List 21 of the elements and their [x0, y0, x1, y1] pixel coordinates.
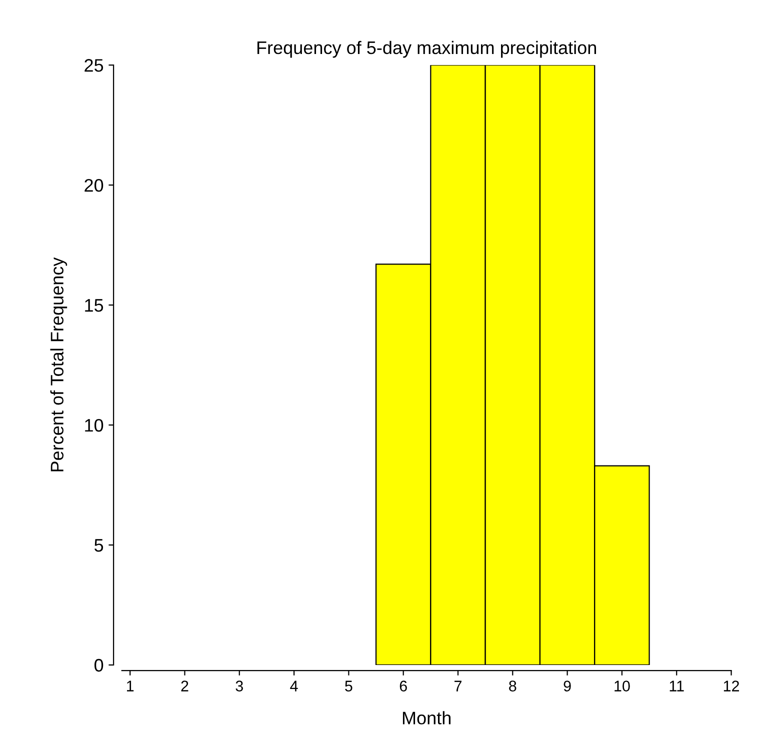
- x-axis-title: Month: [402, 711, 450, 724]
- x-tick-label: 12: [724, 680, 739, 692]
- y-tick-label: 0: [94, 658, 104, 672]
- y-tick-label: 5: [94, 539, 104, 552]
- y-axis-title: Percent of Total Frequency: [50, 257, 68, 472]
- x-tick-label: 1: [126, 680, 134, 692]
- y-tick-label: 25: [84, 59, 104, 72]
- x-tick-label: 8: [509, 680, 516, 692]
- x-tick-label: 6: [400, 680, 407, 692]
- x-tick-label: 10: [614, 680, 630, 692]
- x-tick-label: 9: [564, 680, 571, 692]
- y-tick-label: 20: [84, 178, 104, 192]
- x-tick-label: 5: [345, 680, 352, 692]
- y-tick-label: 15: [85, 299, 104, 312]
- x-tick-label: 11: [670, 680, 684, 692]
- x-tick-label: 2: [181, 680, 188, 692]
- chart-title: Frequency of 5-day maximum precipitation: [257, 40, 596, 58]
- x-tick-label: 4: [290, 680, 298, 692]
- x-tick-label: 7: [454, 680, 462, 692]
- x-tick-label: 3: [236, 680, 243, 692]
- y-tick-label: 10: [85, 418, 104, 432]
